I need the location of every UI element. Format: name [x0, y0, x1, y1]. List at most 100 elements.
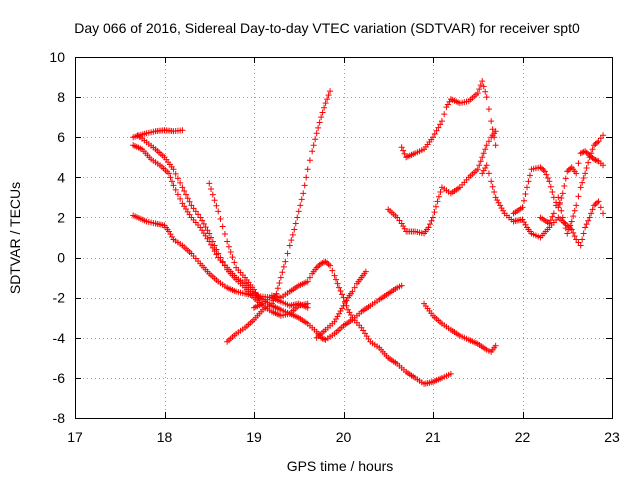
series-arc-11: [479, 162, 607, 249]
data-point: [437, 189, 444, 196]
data-point: [489, 126, 496, 133]
data-point: [339, 305, 346, 312]
data-point: [206, 180, 213, 187]
data-point: [585, 159, 592, 166]
data-point: [547, 217, 554, 224]
data-point: [579, 236, 586, 243]
data-point: [580, 230, 587, 237]
data-point: [288, 237, 295, 244]
data-point: [334, 313, 341, 320]
data-point: [219, 258, 226, 265]
data-point: [318, 114, 325, 121]
data-point: [306, 157, 313, 164]
data-point: [170, 166, 177, 173]
data-point: [170, 182, 177, 189]
data-point: [547, 183, 554, 190]
data-point: [482, 146, 489, 153]
data-points: [130, 78, 607, 387]
data-point: [337, 287, 344, 294]
data-point: [319, 335, 326, 342]
data-point: [476, 86, 483, 93]
data-point: [172, 170, 179, 177]
data-point: [324, 259, 331, 266]
data-point: [592, 201, 599, 208]
data-point: [544, 175, 551, 182]
data-point: [315, 263, 322, 270]
data-point: [329, 267, 336, 274]
data-point: [324, 96, 331, 103]
data-point: [182, 191, 189, 198]
data-point: [224, 238, 231, 245]
data-point: [225, 243, 232, 250]
x-tick-labels: 17 18 19 20 21 22 23: [67, 429, 620, 445]
data-point: [304, 166, 311, 173]
x-tick-label: 23: [604, 429, 620, 445]
y-tick-label: -2: [53, 290, 66, 306]
data-point: [519, 216, 526, 223]
data-point: [570, 229, 577, 236]
data-point: [400, 147, 407, 154]
data-point: [573, 170, 580, 177]
data-point: [492, 342, 499, 349]
data-point: [519, 204, 526, 211]
y-tick-label: 0: [57, 250, 65, 266]
data-point: [319, 109, 326, 116]
data-point: [301, 182, 308, 189]
data-point: [315, 124, 322, 131]
data-point: [174, 175, 181, 182]
data-point: [221, 230, 228, 237]
data-point: [443, 104, 450, 111]
data-point: [309, 148, 316, 155]
y-tick-labels: -8 -6 -4 -2 0 2 4 6 8 10: [49, 49, 65, 426]
data-point: [588, 210, 595, 217]
data-point: [582, 148, 589, 155]
data-point: [477, 158, 484, 165]
data-point: [597, 204, 604, 211]
data-point: [546, 178, 553, 185]
data-point: [589, 206, 596, 213]
data-point: [437, 121, 444, 128]
data-point: [549, 189, 556, 196]
data-point: [592, 140, 599, 147]
data-point: [567, 222, 574, 229]
data-point: [589, 146, 596, 153]
data-point: [540, 166, 547, 173]
data-point: [215, 250, 222, 257]
data-point: [286, 242, 293, 249]
data-point: [492, 142, 499, 149]
data-point: [479, 170, 486, 177]
data-point: [294, 214, 301, 221]
data-point: [482, 164, 489, 171]
data-point: [583, 221, 590, 228]
data-point: [488, 178, 495, 185]
data-point: [575, 160, 582, 167]
data-point: [208, 241, 215, 248]
data-point: [435, 193, 442, 200]
data-point: [221, 262, 228, 269]
data-point: [174, 191, 181, 198]
data-point: [341, 300, 348, 307]
data-point: [583, 164, 590, 171]
data-point: [200, 220, 207, 227]
data-point: [327, 262, 334, 269]
data-point: [485, 170, 492, 177]
data-point: [295, 208, 302, 215]
x-tick-label: 22: [515, 429, 531, 445]
data-point: [491, 189, 498, 196]
data-point: [322, 100, 329, 107]
series-arc-13: [537, 132, 607, 237]
data-point: [401, 225, 408, 232]
data-point: [279, 269, 286, 276]
data-point: [520, 197, 527, 204]
data-point: [195, 211, 202, 218]
data-point: [556, 201, 563, 208]
data-point: [331, 318, 338, 325]
series-arc-9: [385, 128, 499, 237]
data-point: [479, 154, 486, 161]
y-tick-label: 2: [57, 209, 65, 225]
data-point: [564, 230, 571, 237]
data-point: [192, 208, 199, 215]
data-point: [579, 179, 586, 186]
data-point: [541, 168, 548, 175]
y-tick-label: 8: [57, 89, 65, 105]
